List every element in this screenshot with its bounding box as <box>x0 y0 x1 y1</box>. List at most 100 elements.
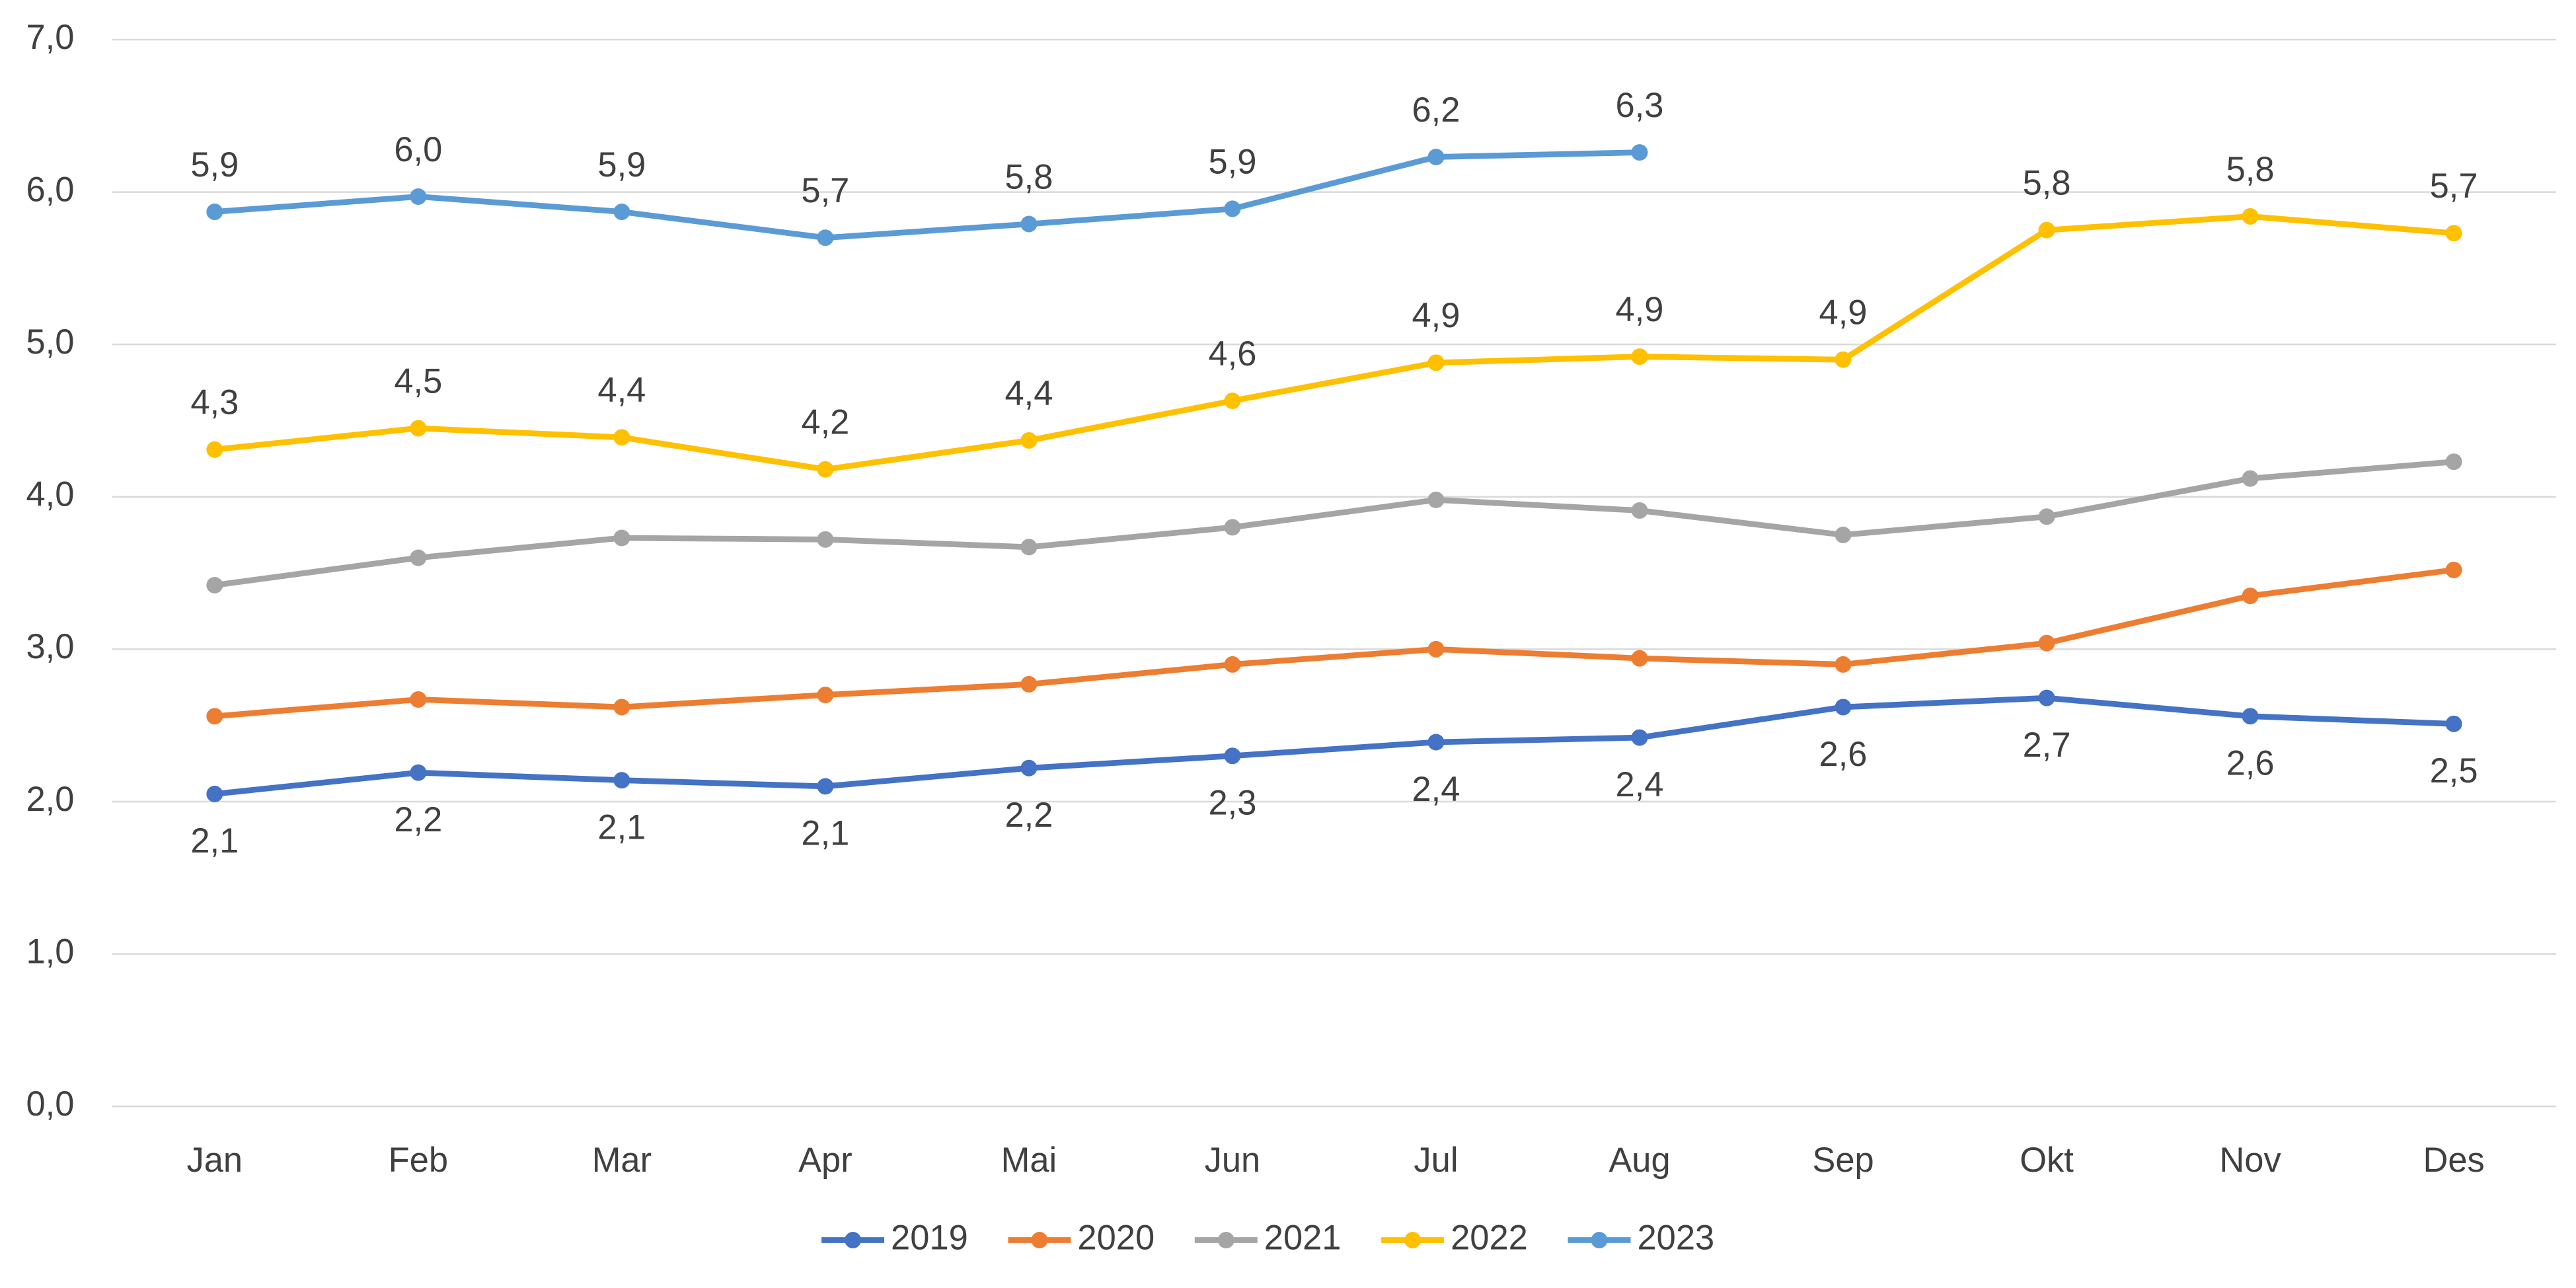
x-tick-label: Okt <box>2020 1141 2074 1180</box>
data-label: 4,5 <box>394 362 442 400</box>
data-point <box>2242 208 2259 225</box>
y-tick-label: 1,0 <box>26 932 74 971</box>
y-tick-label: 5,0 <box>26 323 74 361</box>
data-point <box>1020 432 1038 449</box>
data-label: 2,6 <box>2226 745 2275 783</box>
data-label: 4,9 <box>1412 297 1460 335</box>
y-tick-label: 2,0 <box>26 780 74 819</box>
data-point <box>2038 689 2055 706</box>
series-line <box>211 213 2457 473</box>
data-label: 4,3 <box>190 384 239 422</box>
data-point <box>817 531 834 548</box>
data-point <box>206 785 223 802</box>
data-label: 5,9 <box>1208 143 1256 181</box>
data-point <box>1631 502 1648 519</box>
data-point <box>1224 747 1241 765</box>
data-label: 4,4 <box>1004 375 1053 413</box>
data-point <box>1224 392 1241 409</box>
data-point <box>1224 519 1241 536</box>
data-point <box>2445 715 2462 732</box>
data-label: 2,4 <box>1412 771 1460 809</box>
data-label: 5,8 <box>2023 165 2071 203</box>
legend-label: 2020 <box>1077 1219 1155 1257</box>
data-point <box>2445 225 2462 242</box>
series-line <box>211 149 1643 241</box>
data-label: 2,7 <box>2023 726 2071 765</box>
data-label: 5,9 <box>190 146 239 184</box>
x-tick-label: Nov <box>2219 1141 2281 1180</box>
data-point <box>206 204 223 221</box>
data-point <box>1835 351 1852 368</box>
data-label: 6,3 <box>1616 87 1664 125</box>
data-point <box>1835 699 1852 716</box>
data-label: 5,7 <box>2430 167 2478 206</box>
data-point <box>2445 561 2462 578</box>
series-line <box>211 567 2457 720</box>
data-point <box>206 577 223 593</box>
legend-marker <box>1031 1232 1048 1249</box>
data-point <box>613 529 630 547</box>
data-point <box>1631 348 1648 365</box>
data-label: 6,2 <box>1412 91 1460 130</box>
data-point <box>410 549 427 566</box>
legend-marker <box>845 1232 862 1249</box>
x-tick-label: Jun <box>1205 1141 1261 1180</box>
data-label: 2,1 <box>190 822 239 860</box>
data-point <box>1835 656 1852 673</box>
data-point <box>1020 539 1038 556</box>
data-label: 2,2 <box>394 801 442 839</box>
y-tick-label: 6,0 <box>26 170 74 209</box>
x-tick-label: Mar <box>592 1141 652 1180</box>
data-point <box>817 461 834 478</box>
data-point <box>1427 491 1445 508</box>
x-tick-label: Des <box>2423 1141 2484 1180</box>
data-point <box>1020 759 1038 777</box>
data-label: 4,4 <box>597 371 646 410</box>
data-point <box>2242 708 2259 725</box>
data-point <box>613 772 630 789</box>
data-point <box>2038 221 2055 239</box>
x-tick-label: Jan <box>187 1141 243 1180</box>
data-point <box>613 429 630 446</box>
data-point <box>2242 470 2259 487</box>
data-label: 5,7 <box>801 172 849 210</box>
y-tick-label: 7,0 <box>26 19 74 57</box>
data-point <box>1224 656 1241 673</box>
data-point <box>1427 354 1445 371</box>
data-point <box>2038 634 2055 652</box>
y-tick-label: 4,0 <box>26 476 74 514</box>
data-label: 5,8 <box>1004 158 1053 196</box>
data-label: 2,5 <box>2430 752 2478 790</box>
data-label: 5,9 <box>597 146 646 184</box>
data-point <box>2242 587 2259 605</box>
data-point <box>2445 453 2462 471</box>
data-label: 4,6 <box>1208 335 1256 373</box>
data-point <box>1631 650 1648 667</box>
data-point <box>410 420 427 437</box>
x-tick-label: Aug <box>1609 1141 1670 1180</box>
data-label: 2,2 <box>1004 796 1053 835</box>
data-point <box>817 687 834 704</box>
data-point <box>2038 508 2055 525</box>
data-point <box>410 764 427 781</box>
data-point <box>817 778 834 795</box>
legend-marker <box>1404 1232 1421 1249</box>
x-tick-label: Sep <box>1812 1141 1874 1180</box>
data-point <box>410 188 427 205</box>
legend-label: 2021 <box>1264 1219 1342 1257</box>
data-label: 5,8 <box>2226 151 2275 189</box>
x-tick-label: Mai <box>1001 1141 1057 1180</box>
data-label: 4,2 <box>801 404 849 442</box>
x-tick-label: Jul <box>1414 1141 1458 1180</box>
data-point <box>1427 734 1445 751</box>
data-point <box>1631 729 1648 746</box>
data-point <box>1020 675 1038 693</box>
data-point <box>1020 215 1038 233</box>
data-point <box>1427 149 1445 166</box>
data-label: 2,1 <box>801 815 849 853</box>
data-point <box>1224 200 1241 217</box>
data-point <box>206 441 223 458</box>
data-point <box>1427 640 1445 658</box>
x-tick-label: Feb <box>389 1141 448 1180</box>
